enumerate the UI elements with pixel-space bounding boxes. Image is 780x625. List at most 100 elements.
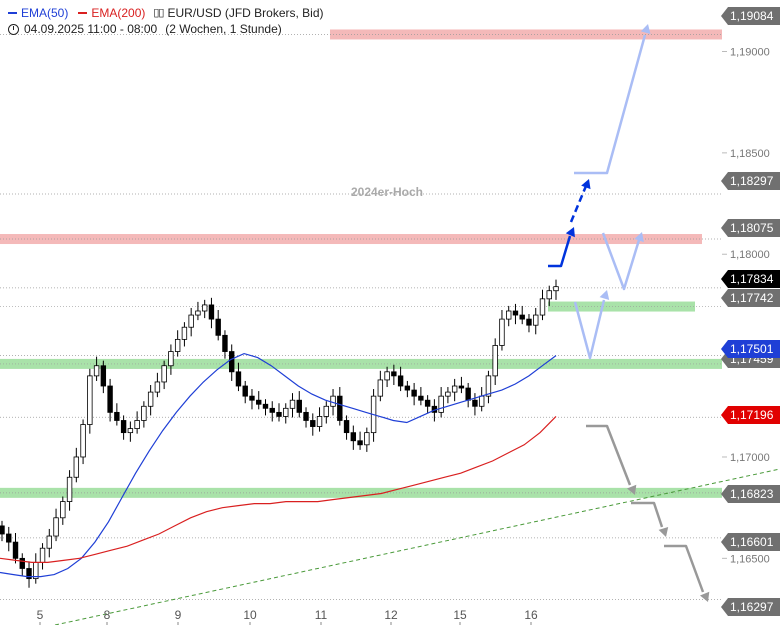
ema50-label: EMA(50): [21, 6, 69, 20]
price-tag-box: [721, 340, 780, 358]
projection-up-arrowhead: [581, 179, 591, 190]
candle-body: [451, 385, 458, 393]
price-tag-label: 1,16601: [730, 535, 774, 549]
price-tag: 1,16823: [721, 485, 780, 503]
x-tick-label: 15: [453, 608, 467, 622]
price-tag-label: 1,17501: [730, 342, 774, 356]
price-tag: 1,18075: [721, 219, 780, 237]
projection-pullback: [573, 299, 606, 360]
projection-arrows: [548, 24, 710, 602]
price-tag-label: 1,19084: [730, 9, 774, 23]
projection-down-2: [631, 501, 664, 528]
candle-body: [533, 314, 539, 326]
candle-body: [478, 395, 485, 407]
candle-body: [215, 318, 221, 336]
candle-body: [310, 420, 316, 427]
candle-body: [458, 385, 465, 389]
candle-body: [0, 525, 5, 535]
candle-body: [174, 338, 181, 352]
projection-up-dashed: [569, 185, 588, 223]
price-tag-box: [721, 289, 780, 307]
candle-body: [384, 371, 390, 381]
candle-body: [6, 533, 12, 543]
candle-body: [46, 535, 52, 549]
candle-body: [404, 385, 411, 391]
chart-legend: EMA(50) EMA(200) ▯▯ EUR/USD (JFD Brokers…: [6, 5, 324, 37]
price-tag: 1,17501: [721, 340, 780, 358]
candle-body: [323, 405, 329, 417]
ema200-swatch: [78, 12, 88, 14]
candle-body: [19, 557, 25, 569]
candle-body: [12, 541, 19, 559]
candle-body: [546, 290, 552, 300]
candle-body: [553, 286, 559, 292]
candle-body: [60, 501, 66, 519]
price-tag-box: [721, 533, 780, 551]
candle-body: [208, 304, 215, 320]
candle-body: [296, 399, 302, 413]
candle-body: [87, 375, 93, 425]
x-tick-label: 5: [37, 608, 44, 622]
projection-down-3: [664, 544, 705, 593]
y-tick-label: 1,16500: [730, 553, 770, 565]
candle-body: [316, 416, 323, 427]
x-tick-label: 12: [384, 608, 398, 622]
candle-body: [539, 298, 546, 316]
support-trendline: [54, 468, 780, 625]
price-tag-label: 1,18297: [730, 174, 774, 188]
candle-body: [107, 385, 113, 413]
candle-body: [303, 411, 309, 421]
candlestick-series: [0, 279, 559, 588]
candle-body: [256, 399, 262, 405]
price-tag-label: 1,17834: [730, 272, 774, 286]
candle-body: [188, 314, 194, 328]
price-tag: 1,19084: [721, 7, 780, 25]
candle-body: [39, 547, 46, 563]
price-tag-box: [721, 219, 780, 237]
candle-body: [114, 411, 120, 421]
candle-body: [377, 379, 384, 397]
price-level-lines: [0, 34, 722, 600]
candle-body: [229, 351, 235, 373]
instrument-label: EUR/USD (JFD Brokers, Bid): [167, 6, 324, 20]
candle-body: [276, 411, 282, 417]
price-tag-label: 1,16297: [730, 600, 774, 614]
candle-body: [330, 395, 336, 407]
candlestick-icon: ▯▯: [153, 7, 164, 19]
candle-body: [269, 407, 275, 413]
candle-body: [337, 395, 343, 421]
candle-body: [141, 405, 147, 421]
projection-down-arrowhead: [658, 526, 669, 537]
y-tick-label: 1,17000: [730, 452, 770, 464]
x-axis: 5 8 9 10 11 12 15 16: [37, 608, 538, 625]
candle-body: [289, 399, 296, 409]
projection-up-arrowhead: [565, 227, 575, 238]
candle-body: [235, 371, 242, 387]
candle-body: [343, 420, 350, 434]
y-tick-label: 1,18500: [730, 148, 770, 160]
candle-body: [195, 310, 201, 316]
price-tag: 1,17834: [721, 270, 780, 288]
price-tag-box: [721, 172, 780, 190]
candle-body: [472, 399, 478, 407]
ema-lines: [0, 352, 557, 578]
projection-down-1: [586, 424, 632, 486]
price-tag-box: [721, 598, 780, 616]
projection-swing: [601, 232, 641, 291]
candle-body: [53, 517, 59, 537]
candle-body: [181, 326, 188, 340]
candle-body: [262, 403, 269, 409]
candle-body: [364, 432, 370, 446]
candle-body: [168, 351, 174, 367]
price-tag: 1,17196: [721, 406, 780, 424]
candle-body: [512, 310, 519, 316]
candle-body: [465, 387, 471, 401]
candle-body: [242, 385, 248, 397]
candle-body: [154, 381, 161, 393]
price-tag-box: [721, 485, 780, 503]
price-tag: 1,16297: [721, 598, 780, 616]
price-tag-box: [721, 406, 780, 424]
candle-body: [249, 395, 255, 401]
x-tick-label: 9: [175, 608, 182, 622]
